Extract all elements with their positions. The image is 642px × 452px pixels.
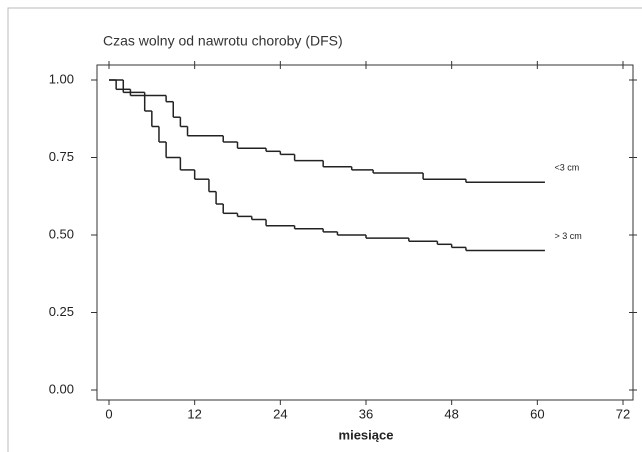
- y-tick-label: 0.50: [49, 226, 74, 241]
- y-tick-label: 1.00: [49, 71, 74, 86]
- x-tick-label: 36: [359, 406, 373, 421]
- series-label: <3 cm: [554, 163, 579, 173]
- chart-title: Czas wolny od nawrotu choroby (DFS): [103, 33, 343, 49]
- y-tick-label: 0.75: [49, 149, 74, 164]
- x-axis-label: miesiące: [339, 427, 394, 442]
- series-label: > 3 cm: [554, 231, 581, 241]
- y-tick-label: 0.00: [49, 381, 74, 396]
- x-tick-label: 24: [273, 406, 287, 421]
- x-tick-label: 72: [616, 406, 630, 421]
- x-tick-label: 0: [105, 406, 112, 421]
- frame: [7, 7, 642, 452]
- x-tick-label: 48: [444, 406, 458, 421]
- x-tick-label: 60: [530, 406, 544, 421]
- y-tick-label: 0.25: [49, 304, 74, 319]
- plot-area: [96, 64, 634, 401]
- x-tick-label: 12: [187, 406, 201, 421]
